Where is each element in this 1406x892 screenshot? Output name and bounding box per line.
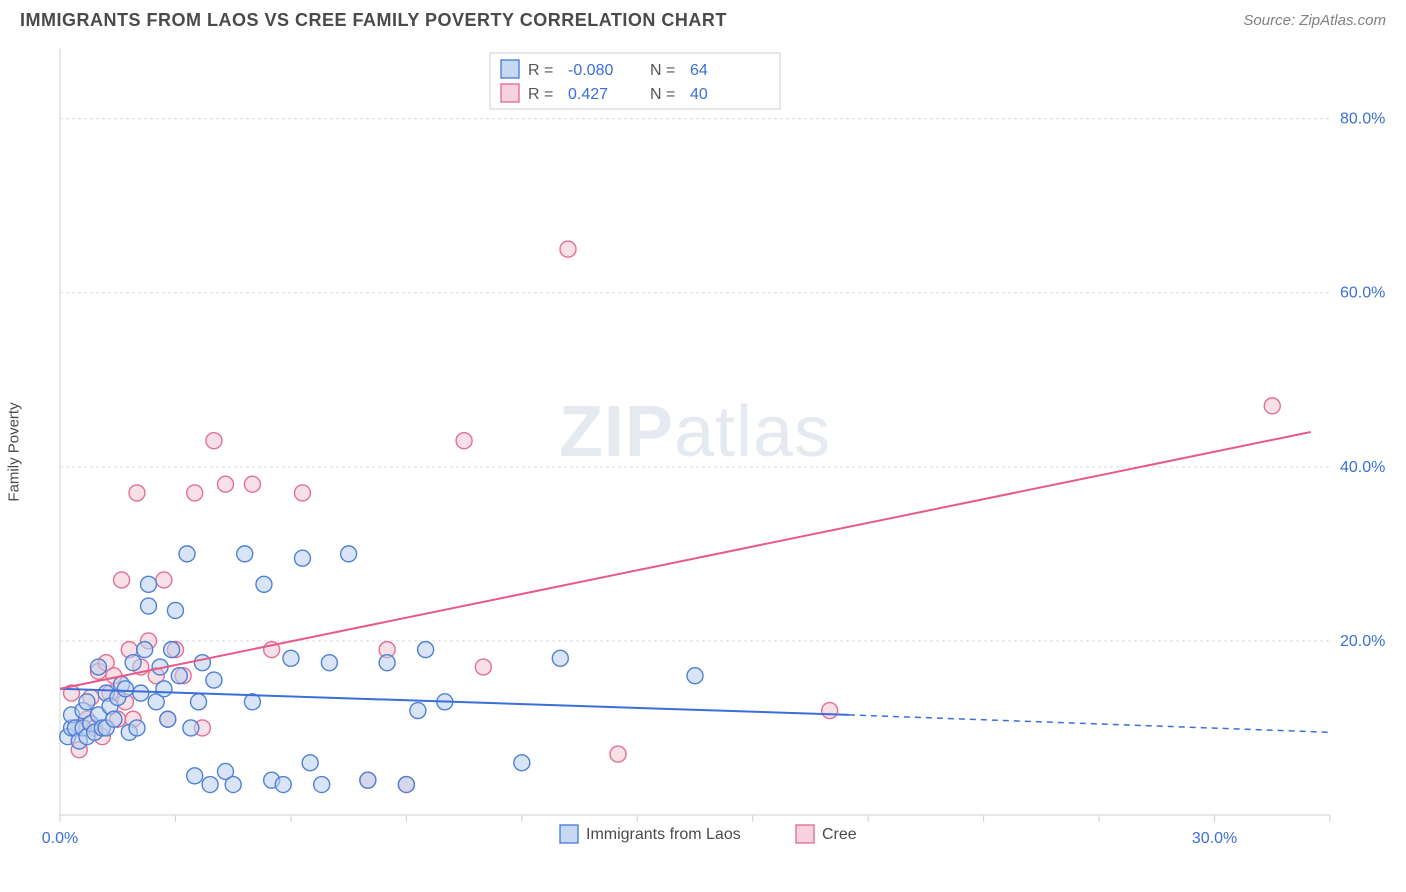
svg-text:60.0%: 60.0% [1340, 285, 1385, 302]
svg-text:80.0%: 80.0% [1340, 111, 1385, 128]
svg-text:ZIPatlas: ZIPatlas [559, 392, 831, 472]
svg-text:40: 40 [690, 86, 708, 103]
source-label: Source: [1243, 12, 1299, 29]
svg-text:-0.080: -0.080 [568, 62, 613, 79]
svg-text:R =: R = [528, 62, 553, 79]
source-value: ZipAtlas.com [1299, 12, 1386, 29]
svg-text:R =: R = [528, 86, 553, 103]
y-axis-label: Family Poverty [6, 402, 23, 501]
svg-text:N =: N = [650, 86, 675, 103]
chart-source: Source: ZipAtlas.com [1243, 12, 1386, 29]
svg-text:0.427: 0.427 [568, 86, 608, 103]
svg-text:40.0%: 40.0% [1340, 459, 1385, 476]
chart-header: IMMIGRANTS FROM LAOS VS CREE FAMILY POVE… [0, 0, 1406, 37]
svg-text:Immigrants from Laos: Immigrants from Laos [586, 826, 741, 843]
svg-text:64: 64 [690, 62, 708, 79]
chart-container: Family Poverty 20.0%40.0%60.0%80.0%ZIPat… [20, 37, 1386, 867]
correlation-scatter-chart: 20.0% 40.0% 60.0% 80.0% ZIPatlas 0.0% 30.0% R =… [20, 37, 1386, 867]
svg-text:0.0%: 0.0% [42, 830, 78, 847]
svg-text:Cree: Cree [822, 826, 857, 843]
chart-title: IMMIGRANTS FROM LAOS VS CREE FAMILY POVE… [20, 10, 727, 31]
svg-text:20.0%: 20.0% [1340, 633, 1385, 650]
svg-text:N =: N = [650, 62, 675, 79]
svg-text:30.0%: 30.0% [1192, 830, 1237, 847]
